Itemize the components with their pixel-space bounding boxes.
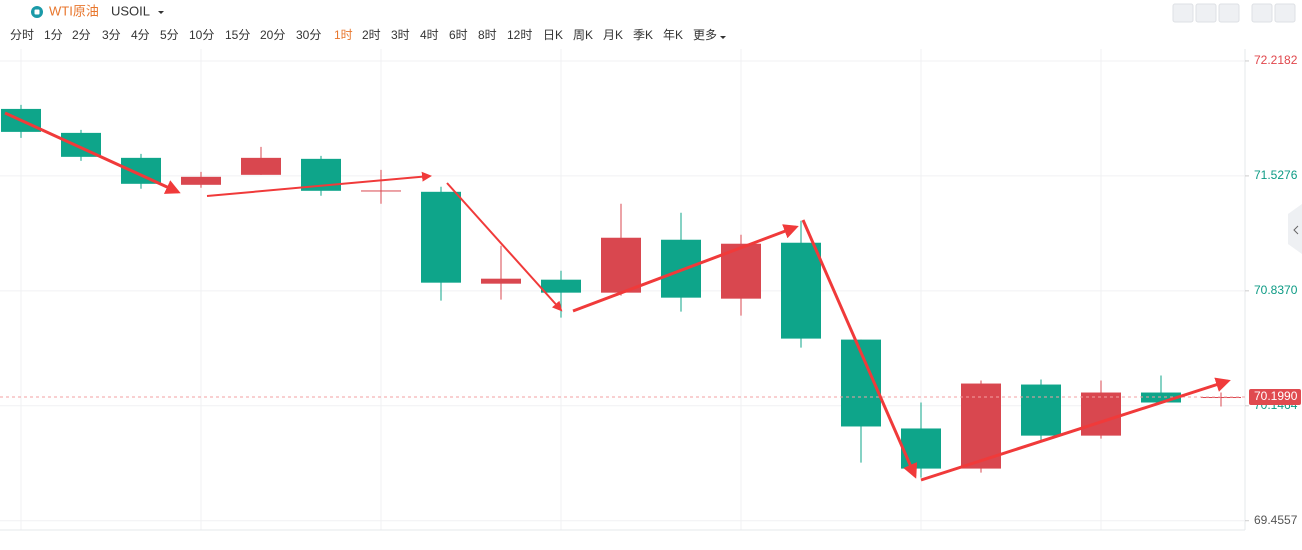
more-caret — [720, 36, 726, 39]
candle-body — [661, 239, 701, 298]
candle-body — [781, 242, 821, 339]
period-tab[interactable]: 2时 — [362, 28, 381, 42]
symbol-caret[interactable] — [158, 11, 164, 14]
period-tab[interactable]: 3时 — [391, 28, 410, 42]
period-tab[interactable]: 年K — [663, 28, 683, 42]
period-tab[interactable]: 12时 — [507, 28, 532, 42]
period-tab[interactable]: 4时 — [420, 28, 439, 42]
candle-body — [901, 428, 941, 469]
period-tab[interactable]: 5分 — [160, 28, 179, 42]
period-tab[interactable]: 日K — [543, 28, 563, 42]
symbol-icon-inner — [34, 9, 40, 15]
period-tab[interactable]: 20分 — [260, 28, 285, 42]
period-tab[interactable]: 周K — [573, 28, 593, 42]
period-tab[interactable]: 4分 — [131, 28, 150, 42]
y-tick-label: 69.4557 — [1254, 513, 1298, 527]
candle-body — [481, 278, 521, 284]
period-tab[interactable]: 月K — [603, 28, 623, 42]
y-tick-label: 71.5276 — [1254, 168, 1298, 182]
candle-body — [541, 279, 581, 293]
period-tab[interactable]: 1分 — [44, 28, 63, 42]
tool-button[interactable] — [1251, 3, 1273, 23]
symbol-code[interactable]: USOIL — [111, 3, 150, 18]
candle-body — [421, 191, 461, 283]
current-price-label: 70.1990 — [1254, 389, 1298, 403]
period-tab[interactable]: 分时 — [10, 28, 34, 42]
period-tab[interactable]: 1时 — [334, 28, 353, 42]
period-tab[interactable]: 30分 — [296, 28, 321, 42]
period-tab[interactable]: 15分 — [225, 28, 250, 42]
tool-button[interactable] — [1218, 3, 1240, 23]
candle-body — [121, 157, 161, 184]
period-tab[interactable]: 季K — [633, 28, 653, 42]
period-tab[interactable]: 8时 — [478, 28, 497, 42]
candle-body — [241, 157, 281, 175]
candle-body — [181, 176, 221, 185]
period-tab[interactable]: 3分 — [102, 28, 121, 42]
candle-body — [961, 383, 1001, 469]
y-tick-label: 70.8370 — [1254, 283, 1298, 297]
period-tab[interactable]: 10分 — [189, 28, 214, 42]
annotation-arrows — [4, 111, 1231, 482]
candle-body — [361, 190, 401, 192]
tool-button[interactable] — [1274, 3, 1296, 23]
period-tab[interactable]: 2分 — [72, 28, 91, 42]
candle-body — [1081, 392, 1121, 436]
tool-button[interactable] — [1195, 3, 1217, 23]
candle-body — [1021, 384, 1061, 436]
tool-button[interactable] — [1172, 3, 1194, 23]
candle-body — [601, 237, 641, 293]
symbol-name[interactable]: WTI原油 — [49, 3, 99, 18]
period-tab[interactable]: 6时 — [449, 28, 468, 42]
current-price-box — [1249, 389, 1301, 406]
period-tab[interactable]: 更多 — [693, 28, 717, 42]
y-tick-label: 72.2182 — [1254, 53, 1298, 67]
side-toggle-icon — [1293, 225, 1299, 235]
